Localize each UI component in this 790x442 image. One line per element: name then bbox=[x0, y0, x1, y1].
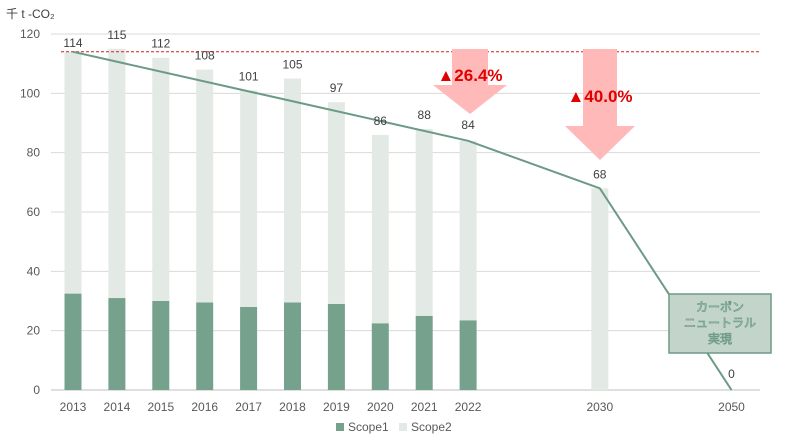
callout-text: ニュートラル bbox=[684, 316, 756, 330]
bar-scope1 bbox=[284, 302, 301, 390]
bar-scope2 bbox=[459, 140, 477, 321]
x-tick-label: 2020 bbox=[367, 400, 394, 414]
reduction-arrow-2022 bbox=[433, 49, 507, 114]
total-data-label: 112 bbox=[151, 37, 170, 51]
unit-label: 千 t -CO₂ bbox=[6, 7, 55, 21]
x-tick-label: 2019 bbox=[323, 400, 350, 414]
x-tick-label: 2018 bbox=[279, 400, 306, 414]
total-data-label: 88 bbox=[418, 108, 432, 122]
bar-scope1 bbox=[459, 320, 477, 390]
bar-scope2 bbox=[284, 78, 301, 303]
carbon-neutral-callout bbox=[668, 293, 772, 354]
x-tick-label: 2022 bbox=[455, 400, 482, 414]
bar-scope2 bbox=[196, 69, 214, 303]
x-tick-label: 2016 bbox=[191, 400, 218, 414]
total-data-label: 68 bbox=[593, 167, 607, 181]
y-tick-label: 100 bbox=[20, 86, 40, 100]
legend-label-scope1: Scope1 bbox=[348, 420, 389, 434]
bar-scope2 bbox=[591, 188, 609, 390]
bar-scope1 bbox=[371, 323, 389, 390]
total-data-label: 86 bbox=[374, 114, 388, 128]
bar-scope2 bbox=[108, 48, 126, 299]
bar-scope2 bbox=[240, 90, 258, 307]
x-tick-label: 2017 bbox=[235, 400, 262, 414]
x-tick-label: 2014 bbox=[104, 400, 131, 414]
y-tick-label: 0 bbox=[33, 383, 40, 397]
bar-scope1 bbox=[240, 306, 258, 390]
total-data-label: 97 bbox=[330, 81, 344, 95]
bar-scope1 bbox=[415, 315, 433, 390]
x-tick-label: 2030 bbox=[586, 400, 613, 414]
bar-scope2 bbox=[327, 102, 345, 304]
total-data-label: 115 bbox=[107, 28, 126, 42]
x-tick-label: 2013 bbox=[60, 400, 87, 414]
legend-swatch-scope2 bbox=[399, 423, 407, 431]
bar-scope2 bbox=[152, 57, 170, 301]
callout-text: カーボン bbox=[696, 299, 744, 314]
y-tick-label: 120 bbox=[20, 27, 40, 41]
reduction-label-2030: ▲40.0% bbox=[567, 87, 632, 106]
legend-swatch-scope1 bbox=[336, 423, 344, 431]
y-tick-label: 80 bbox=[27, 146, 41, 160]
legend-label-scope2: Scope2 bbox=[411, 420, 452, 434]
y-tick-label: 40 bbox=[27, 264, 41, 278]
total-data-label: 105 bbox=[282, 58, 302, 72]
trend-line bbox=[72, 50, 733, 391]
bar-scope2 bbox=[371, 134, 389, 324]
bar-scope2 bbox=[64, 51, 82, 294]
total-data-label: 84 bbox=[461, 118, 475, 132]
bar-scope1 bbox=[327, 303, 345, 390]
reduction-label-2022: ▲26.4% bbox=[437, 66, 502, 85]
bar-scope1 bbox=[64, 293, 82, 390]
x-tick-label: 2050 bbox=[718, 400, 745, 414]
total-data-label: 101 bbox=[239, 69, 259, 83]
bar-scope1 bbox=[152, 301, 170, 390]
reduction-arrow-2030 bbox=[565, 49, 635, 160]
x-tick-label: 2015 bbox=[147, 400, 174, 414]
bar-scope2 bbox=[415, 128, 433, 316]
callout-text: 実現 bbox=[708, 331, 732, 346]
x-tick-label: 2021 bbox=[411, 400, 438, 414]
total-data-label: 114 bbox=[63, 36, 82, 50]
bar-scope1 bbox=[196, 302, 214, 390]
total-data-label: 0 bbox=[728, 367, 735, 381]
y-tick-label: 60 bbox=[27, 205, 41, 219]
total-data-label: 108 bbox=[195, 49, 215, 63]
y-tick-label: 20 bbox=[27, 324, 41, 338]
bar-scope1 bbox=[108, 298, 126, 390]
